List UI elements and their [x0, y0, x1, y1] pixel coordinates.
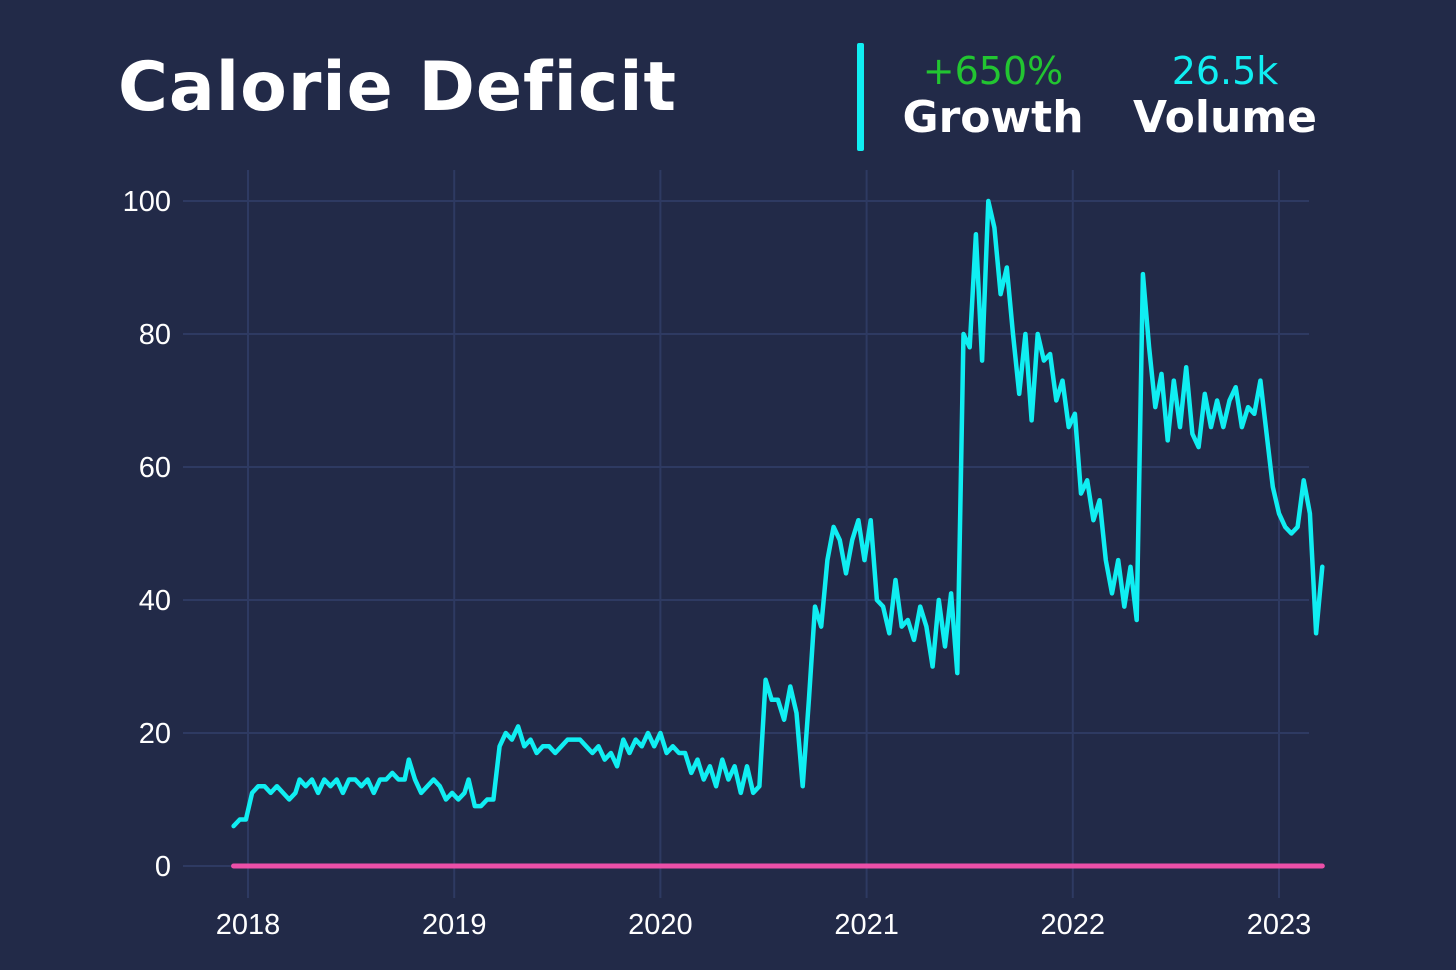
series-layer [231, 198, 1325, 829]
chart-title: Calorie Deficit [118, 48, 678, 127]
growth-label: Growth [902, 92, 1084, 143]
x-tick-label: 2021 [834, 909, 899, 941]
y-axis: 0 20 40 60 80 100 [123, 186, 171, 883]
y-tick-label: 80 [139, 319, 171, 351]
y-tick-label: 20 [139, 718, 171, 750]
series-line [231, 198, 1325, 829]
y-tick-label: 100 [123, 186, 171, 218]
volume-label: Volume [1133, 92, 1317, 143]
x-tick-label: 2019 [422, 909, 487, 941]
x-tick-label: 2020 [628, 909, 693, 941]
x-tick-label: 2022 [1041, 909, 1106, 941]
volume-stat: 26.5k Volume [1130, 50, 1320, 144]
stats-divider [857, 43, 864, 151]
y-tick-label: 0 [155, 851, 171, 883]
x-tick-label: 2023 [1247, 909, 1312, 941]
x-tick-label: 2018 [216, 909, 281, 941]
y-tick-label: 60 [139, 452, 171, 484]
growth-stat: +650% Growth [900, 50, 1086, 144]
volume-value: 26.5k [1171, 49, 1279, 93]
y-tick-label: 40 [139, 585, 171, 617]
x-axis: 2018 2019 2020 2021 2022 2023 [216, 909, 1312, 941]
growth-value: +650% [922, 49, 1064, 93]
